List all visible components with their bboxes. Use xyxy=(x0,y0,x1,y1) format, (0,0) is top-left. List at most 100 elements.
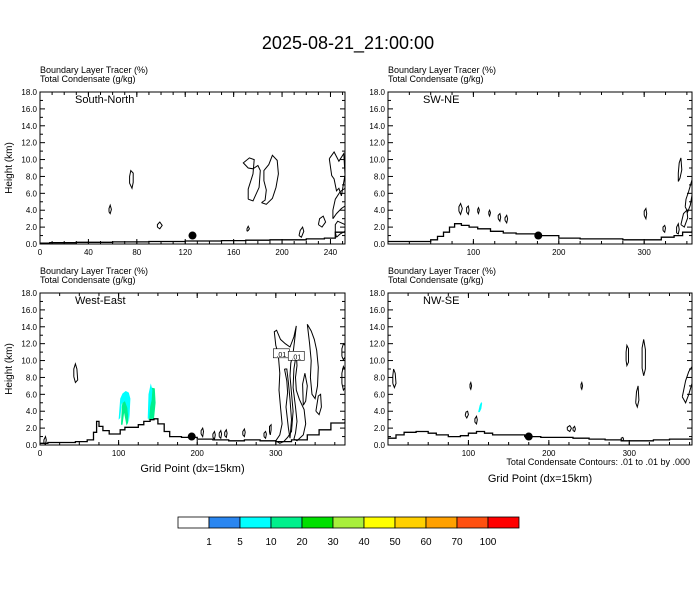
x-tick-label: 80 xyxy=(132,248,141,257)
y-tick-label: 0.0 xyxy=(374,240,386,249)
y-tick-label: 4.0 xyxy=(26,206,38,215)
y-tick-label: 8.0 xyxy=(26,172,38,181)
tracer-contour xyxy=(662,224,667,234)
x-tick-label: 40 xyxy=(84,248,93,257)
y-tick-label: 0.0 xyxy=(26,240,38,249)
tracer-contour xyxy=(681,365,692,404)
y-tick-label: 12.0 xyxy=(21,340,37,349)
tracer-contour xyxy=(263,430,267,440)
panels: Boundary Layer Tracer (%)Total Condensat… xyxy=(4,65,693,485)
tracer-contour xyxy=(392,368,397,390)
y-tick-label: 0.0 xyxy=(374,441,386,450)
tracer-contour xyxy=(474,415,478,425)
y-tick-label: 18.0 xyxy=(21,88,37,97)
tracer-contour xyxy=(292,353,307,442)
x-axis-title: Grid Point (dx=15km) xyxy=(140,463,244,475)
tracer-contour xyxy=(73,362,79,384)
x-tick-label: 200 xyxy=(191,449,205,458)
location-marker xyxy=(188,231,197,240)
x-tick-label: 100 xyxy=(462,449,476,458)
y-tick-label: 10.0 xyxy=(369,357,385,366)
y-tick-label: 2.0 xyxy=(374,424,386,433)
location-marker xyxy=(524,432,533,441)
footer-note: Total Condensate Contours: .01 to .01 by… xyxy=(506,457,690,467)
y-tick-label: 14.0 xyxy=(21,323,37,332)
colorbar-swatch xyxy=(363,516,396,529)
panel-header-tracer: Boundary Layer Tracer (%) xyxy=(388,266,496,276)
colorbar-label: 30 xyxy=(327,537,339,548)
tracer-contour xyxy=(341,364,345,392)
colorbar: 1 5 10 20 30 40 50 60 70 100 xyxy=(177,516,520,548)
x-tick-label: 100 xyxy=(112,449,126,458)
colorbar-swatch xyxy=(239,516,272,529)
plot-area xyxy=(388,339,692,442)
panel-south-north: Boundary Layer Tracer (%)Total Condensat… xyxy=(4,65,346,257)
tracer-contour xyxy=(477,206,480,216)
y-tick-label: 10.0 xyxy=(369,156,385,165)
colorbar-swatch xyxy=(456,516,489,529)
tracer-contour xyxy=(302,373,308,406)
tracer-contour xyxy=(200,426,205,439)
plot-frame xyxy=(387,292,693,446)
tracer-contour xyxy=(156,221,163,230)
panel-header-tracer: Boundary Layer Tracer (%) xyxy=(40,266,148,276)
tracer-contour xyxy=(635,385,640,409)
terrain-line xyxy=(388,223,692,243)
figure-title: 2025-08-21_21:00:00 xyxy=(262,33,434,54)
y-tick-label: 16.0 xyxy=(369,306,385,315)
x-tick-label: 300 xyxy=(269,449,283,458)
colorbar-swatch xyxy=(208,516,241,529)
colorbar-swatch xyxy=(270,516,303,529)
x-tick-label: 240 xyxy=(324,248,338,257)
panel-label: West-East xyxy=(75,295,126,307)
contour-label: .01 xyxy=(291,354,301,361)
colorbar-swatch xyxy=(332,516,365,529)
contour-label: .01 xyxy=(276,352,286,359)
y-tick-label: 10.0 xyxy=(21,156,37,165)
y-tick-label: 12.0 xyxy=(369,139,385,148)
plot-frame xyxy=(39,292,346,446)
colorbar-label: 5 xyxy=(237,537,243,548)
tracer-contour xyxy=(625,343,629,368)
tracer-contour xyxy=(315,393,322,416)
y-tick-label: 16.0 xyxy=(21,105,37,114)
colorbar-swatch xyxy=(301,516,334,529)
x-tick-label: 0 xyxy=(38,449,43,458)
tracer-contour xyxy=(504,214,509,225)
tracer-contour xyxy=(488,208,492,218)
y-tick-label: 14.0 xyxy=(369,323,385,332)
tracer-contour xyxy=(458,202,463,216)
location-marker xyxy=(187,432,196,441)
tracer-contour xyxy=(273,325,297,444)
plot-frame xyxy=(39,91,346,245)
y-tick-label: 14.0 xyxy=(21,122,37,131)
y-tick-label: 6.0 xyxy=(374,189,386,198)
tracer-contour xyxy=(242,427,246,438)
panel-header-tracer: Boundary Layer Tracer (%) xyxy=(388,65,496,75)
panel-label: NW-SE xyxy=(423,295,459,307)
tracer-contour xyxy=(298,225,305,238)
tracer-contour xyxy=(334,220,345,238)
plot-area: .01 .01 xyxy=(40,323,345,445)
y-tick-label: 14.0 xyxy=(369,122,385,131)
contour-label-box xyxy=(287,351,305,361)
colorbar-label: 100 xyxy=(480,537,497,548)
plot-area xyxy=(388,157,692,243)
y-tick-label: 4.0 xyxy=(374,407,386,416)
y-tick-label: 2.0 xyxy=(26,223,38,232)
colorbar-label: 60 xyxy=(420,537,432,548)
panel-header-condensate: Total Condensate (g/kg) xyxy=(40,74,136,84)
y-tick-label: 2.0 xyxy=(26,424,38,433)
tracer-contour xyxy=(684,179,692,214)
y-tick-label: 0.0 xyxy=(26,441,38,450)
tracer-contour xyxy=(317,215,327,228)
y-tick-label: 6.0 xyxy=(26,189,38,198)
colorbar-swatch xyxy=(425,516,458,529)
y-tick-label: 16.0 xyxy=(21,306,37,315)
panel-label: South-North xyxy=(75,94,134,106)
y-axis-title: Height (km) xyxy=(4,142,15,194)
colorbar-label: 70 xyxy=(451,537,463,548)
panel-header-condensate: Total Condensate (g/kg) xyxy=(40,275,136,285)
x-tick-label: 200 xyxy=(552,248,566,257)
